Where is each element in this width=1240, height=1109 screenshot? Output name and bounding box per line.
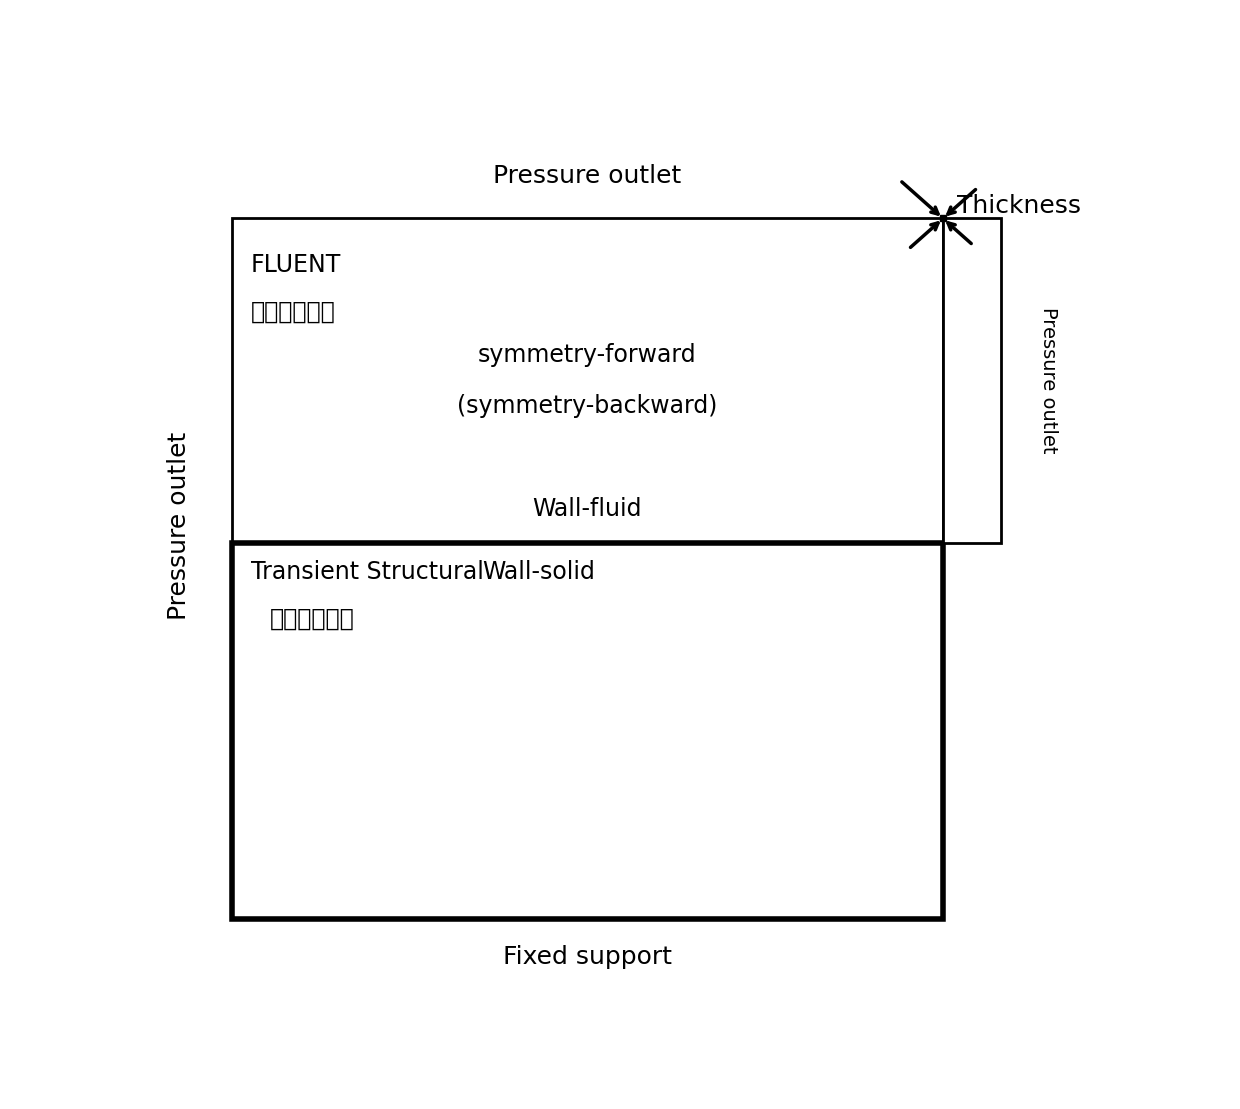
Bar bbox=[942, 218, 1001, 543]
Text: Thickness: Thickness bbox=[957, 194, 1081, 217]
Text: Fixed support: Fixed support bbox=[503, 945, 672, 969]
Text: (symmetry-backward): (symmetry-backward) bbox=[458, 395, 718, 418]
Text: Wall-fluid: Wall-fluid bbox=[533, 497, 642, 521]
Bar bbox=[232, 543, 942, 918]
Text: 结构区域几何: 结构区域几何 bbox=[270, 607, 355, 631]
Text: FLUENT: FLUENT bbox=[250, 253, 341, 276]
Text: Pressure outlet: Pressure outlet bbox=[1039, 307, 1058, 454]
Text: 流体区域几何: 流体区域几何 bbox=[250, 299, 336, 324]
Text: Transient Structural: Transient Structural bbox=[250, 560, 484, 584]
Text: Pressure outlet: Pressure outlet bbox=[494, 164, 682, 187]
Text: Pressure outlet: Pressure outlet bbox=[167, 431, 191, 620]
Text: symmetry-forward: symmetry-forward bbox=[479, 343, 697, 367]
Bar bbox=[232, 218, 942, 543]
Text: Wall-solid: Wall-solid bbox=[481, 560, 595, 584]
